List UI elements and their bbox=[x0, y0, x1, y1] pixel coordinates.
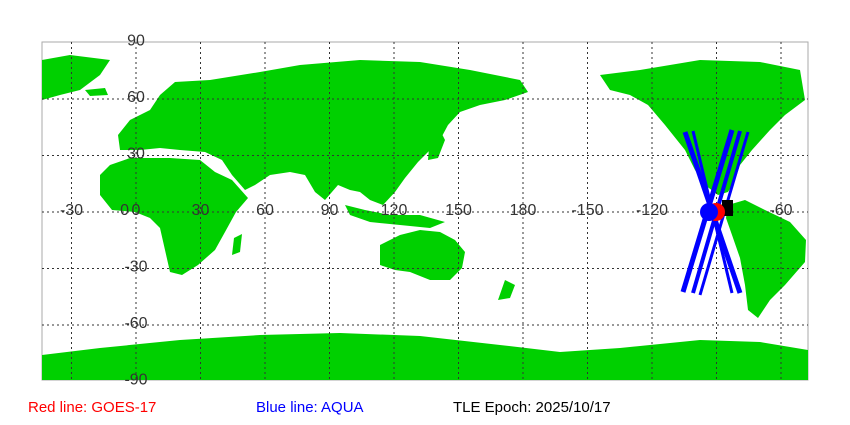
africa bbox=[100, 158, 248, 275]
south-america bbox=[726, 200, 806, 318]
latitude-label: 0 bbox=[120, 202, 129, 219]
latitude-label: -60 bbox=[124, 315, 147, 332]
longitude-label: 180 bbox=[510, 202, 537, 219]
longitude-label: 90 bbox=[321, 202, 339, 219]
aqua-position-marker bbox=[700, 203, 718, 221]
longitude-label: -30 bbox=[60, 202, 83, 219]
legend-blue-line: Blue line: AQUA bbox=[256, 399, 364, 416]
greenland bbox=[42, 55, 110, 100]
australia bbox=[380, 230, 465, 280]
graticule bbox=[42, 42, 808, 380]
indonesia bbox=[345, 205, 445, 228]
madagascar bbox=[232, 234, 242, 255]
japan bbox=[428, 130, 445, 160]
legend-red-line: Red line: GOES-17 bbox=[28, 399, 157, 416]
antarctica bbox=[42, 333, 808, 380]
longitude-label: 120 bbox=[381, 202, 408, 219]
longitude-label: 0 bbox=[132, 202, 141, 219]
new-zealand bbox=[498, 280, 515, 300]
latitude-label: -90 bbox=[124, 372, 147, 389]
north-america bbox=[600, 60, 805, 195]
longitude-label: -120 bbox=[636, 202, 668, 219]
iceland bbox=[85, 88, 108, 96]
tle-epoch: TLE Epoch: 2025/10/17 bbox=[453, 399, 611, 416]
longitude-label: -150 bbox=[571, 202, 603, 219]
longitude-label: 60 bbox=[256, 202, 274, 219]
longitude-label: 150 bbox=[445, 202, 472, 219]
longitude-label: 30 bbox=[192, 202, 210, 219]
sun-subpoint-marker bbox=[722, 200, 733, 216]
latitude-label: 60 bbox=[127, 89, 145, 106]
latitude-label: 30 bbox=[127, 146, 145, 163]
latitude-label: 90 bbox=[127, 33, 145, 50]
longitude-label: -60 bbox=[769, 202, 792, 219]
latitude-label: -30 bbox=[124, 259, 147, 276]
eurasia bbox=[118, 60, 528, 205]
landmasses bbox=[42, 55, 808, 380]
